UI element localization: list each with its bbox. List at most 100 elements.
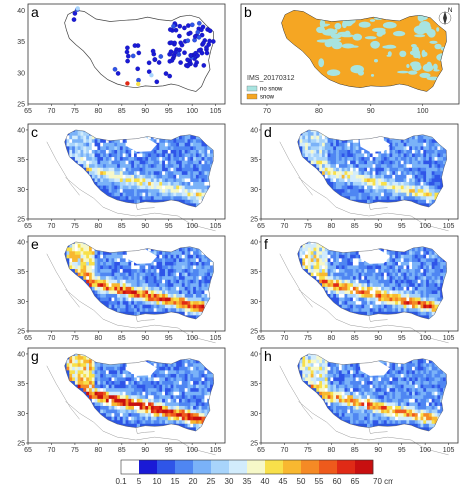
ims-title: IMS_20170312 — [247, 75, 295, 82]
colorbar-swatch — [247, 460, 266, 474]
colorbar-swatch — [337, 460, 356, 474]
x-tick-label: 70 — [48, 223, 56, 230]
station-point — [193, 62, 198, 68]
station-point — [125, 58, 130, 64]
x-tick-label: 70 — [281, 335, 289, 342]
x-tick-label: 70 — [48, 108, 56, 115]
map-e: 65 70 75 80 85 90 95 100 105 40 35 30 25 e — [17, 235, 226, 344]
y-tick-label: 35 — [17, 157, 25, 164]
station-point — [204, 50, 210, 56]
station-point — [125, 81, 130, 86]
x-tick-label: 100 — [186, 223, 198, 230]
colorbar-swatch — [175, 460, 194, 474]
legend-label: snow — [260, 95, 275, 101]
country-border — [135, 315, 155, 322]
plateau-outline — [297, 241, 447, 320]
country-border — [65, 401, 216, 456]
y-tick-label: 30 — [250, 299, 258, 306]
panel-label: c — [31, 124, 38, 140]
panel-label: e — [31, 236, 39, 252]
station-point — [146, 69, 152, 75]
x-tick-label: 65 — [24, 335, 32, 342]
plot-frame — [260, 347, 459, 444]
plot-frame — [27, 3, 226, 105]
colorbar-label: 70 cm — [373, 477, 393, 486]
x-tick-label: 95 — [165, 223, 173, 230]
y-tick-label: 25 — [17, 329, 25, 336]
station-point — [171, 23, 176, 29]
station-point — [201, 40, 206, 46]
plateau-outline — [64, 353, 214, 432]
x-tick-label: 85 — [351, 223, 359, 230]
y-tick-label: 40 — [250, 351, 258, 358]
x-tick-label: 105 — [210, 108, 222, 115]
plateau-outline — [297, 353, 447, 432]
colorbar-label: 40 — [261, 477, 270, 486]
station-point — [124, 49, 130, 55]
station-point — [178, 40, 184, 46]
map-c: 65 70 75 80 85 90 95 100 105 40 35 30 25 c — [17, 123, 226, 232]
x-tick-label: 75 — [304, 447, 312, 454]
station-point — [152, 57, 158, 62]
colorbar-swatch — [265, 460, 284, 474]
x-tick-label: 80 — [327, 223, 335, 230]
x-tick-label: 90 — [374, 447, 382, 454]
plateau-outline — [64, 129, 214, 208]
colorbar-svg: 0.1 5 10 15 20 25 30 35 40 45 50 55 60 65 70 cm — [115, 459, 395, 486]
x-tick-label: 95 — [165, 447, 173, 454]
x-tick-label: 70 — [281, 223, 289, 230]
y-tick-label: 35 — [250, 381, 258, 388]
x-tick-label: 90 — [374, 223, 382, 230]
panel-label: h — [264, 348, 272, 364]
station-point — [168, 27, 173, 32]
north-arrow-needle — [443, 11, 447, 25]
colorbar-swatch — [229, 460, 248, 474]
panel-label: g — [31, 348, 39, 364]
x-tick-label: 100 — [186, 108, 198, 115]
colorbar-label: 50 — [297, 477, 306, 486]
colorbar-frame — [120, 459, 374, 475]
station-point — [207, 28, 213, 34]
y-tick-label: 25 — [250, 441, 258, 448]
snow-depth-cells — [66, 241, 214, 319]
y-tick-label: 25 — [17, 217, 25, 224]
country-border — [279, 253, 313, 308]
x-tick-label: 80 — [94, 335, 102, 342]
x-tick-label: 100 — [417, 108, 429, 115]
snow-depth-cells — [299, 353, 447, 431]
station-point — [168, 49, 174, 55]
station-point — [195, 53, 200, 58]
colorbar-label: 60 — [333, 477, 342, 486]
colorbar-label: 15 — [171, 477, 180, 486]
station-point — [112, 67, 118, 72]
station-point — [136, 50, 142, 56]
plot-frame — [260, 235, 459, 332]
x-tick-label: 90 — [374, 335, 382, 342]
x-tick-label: 65 — [24, 108, 32, 115]
y-tick-label: 40 — [17, 127, 25, 134]
country-border — [279, 141, 313, 196]
panel-label: f — [264, 236, 268, 252]
x-tick-label: 75 — [71, 223, 79, 230]
y-tick-label: 30 — [17, 187, 25, 194]
y-tick-label: 30 — [17, 299, 25, 306]
colorbar-swatch — [121, 460, 140, 474]
legend-label: no snow — [260, 87, 283, 93]
x-tick-label: 70 — [281, 447, 289, 454]
no-data-region — [126, 137, 157, 152]
station-point — [185, 57, 190, 63]
x-tick-label: 75 — [304, 223, 312, 230]
station-point — [72, 11, 78, 16]
plot-frame — [27, 235, 226, 332]
y-tick-label: 30 — [17, 70, 25, 77]
no-data-region — [126, 249, 157, 264]
y-tick-label: 35 — [250, 157, 258, 164]
x-tick-label: 105 — [443, 447, 455, 454]
x-tick-label: 95 — [398, 447, 406, 454]
x-tick-label: 95 — [165, 335, 173, 342]
x-tick-label: 75 — [71, 335, 79, 342]
station-point — [177, 23, 183, 29]
no-data-region — [359, 137, 390, 152]
station-point — [136, 81, 141, 87]
x-tick-label: 105 — [210, 335, 222, 342]
